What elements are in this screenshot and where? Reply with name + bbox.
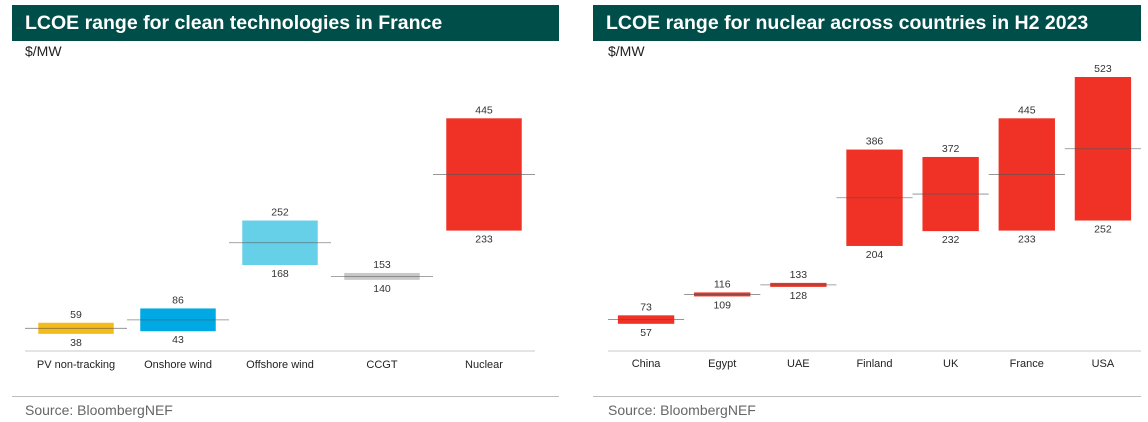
low-value-label-usa: 252 [1094, 224, 1112, 236]
right-chart-panel: LCOE range for nuclear across countries … [593, 0, 1148, 422]
left-source-divider [12, 396, 559, 397]
category-label-uae: UAE [787, 358, 810, 370]
low-value-label-china: 57 [640, 327, 652, 339]
right-chart-unit: $/MW [608, 43, 645, 59]
low-value-label-egypt: 109 [713, 299, 731, 311]
low-value-label-pv-non-tracking: 38 [70, 337, 82, 349]
low-value-label-ccgt: 140 [373, 283, 391, 295]
category-label-egypt: Egypt [708, 358, 736, 370]
low-value-label-offshore-wind: 168 [271, 268, 289, 280]
category-label-finland: Finland [856, 358, 892, 370]
low-value-label-uae: 128 [790, 290, 808, 302]
category-label-uk: UK [943, 358, 959, 370]
high-value-label-nuclear: 445 [475, 104, 493, 116]
category-label-pv-non-tracking: PV non-tracking [37, 359, 115, 371]
high-value-label-ccgt: 153 [373, 259, 391, 271]
right-chart-svg: 73 57 China 116 109 Egypt 133 128 UAE 386 204 Finla… [608, 63, 1141, 370]
category-label-usa: USA [1092, 358, 1115, 370]
category-label-china: China [632, 358, 662, 370]
high-value-label-finland: 386 [866, 136, 884, 148]
right-chart-source: Source: BloombergNEF [608, 402, 756, 418]
high-value-label-onshore-wind: 86 [172, 294, 184, 306]
low-value-label-uk: 232 [942, 234, 960, 246]
category-label-ccgt: CCGT [366, 359, 397, 371]
high-value-label-uk: 372 [942, 143, 960, 155]
left-chart-panel: LCOE range for clean technologies in Fra… [0, 0, 560, 422]
low-value-label-france: 233 [1018, 234, 1036, 246]
category-label-france: France [1010, 358, 1044, 370]
category-label-nuclear: Nuclear [465, 359, 503, 371]
low-value-label-nuclear: 233 [475, 234, 493, 246]
left-chart-title: LCOE range for clean technologies in Fra… [12, 5, 559, 41]
category-label-onshore-wind: Onshore wind [144, 359, 212, 371]
high-value-label-pv-non-tracking: 59 [70, 309, 82, 321]
high-value-label-uae: 133 [790, 269, 808, 281]
right-chart-title: LCOE range for nuclear across countries … [593, 5, 1141, 41]
low-value-label-onshore-wind: 43 [172, 334, 184, 346]
left-chart-unit: $/MW [25, 43, 62, 59]
left-chart-svg: 59 38 PV non-tracking 86 43 Onshore wind 252 16… [25, 104, 535, 371]
high-value-label-france: 445 [1018, 104, 1036, 116]
high-value-label-egypt: 116 [714, 278, 731, 290]
low-value-label-finland: 204 [866, 249, 884, 261]
left-chart-source: Source: BloombergNEF [25, 402, 173, 418]
high-value-label-usa: 523 [1094, 63, 1112, 75]
high-value-label-china: 73 [640, 301, 652, 313]
right-source-divider [593, 396, 1141, 397]
category-label-offshore-wind: Offshore wind [246, 359, 314, 371]
high-value-label-offshore-wind: 252 [271, 207, 289, 219]
